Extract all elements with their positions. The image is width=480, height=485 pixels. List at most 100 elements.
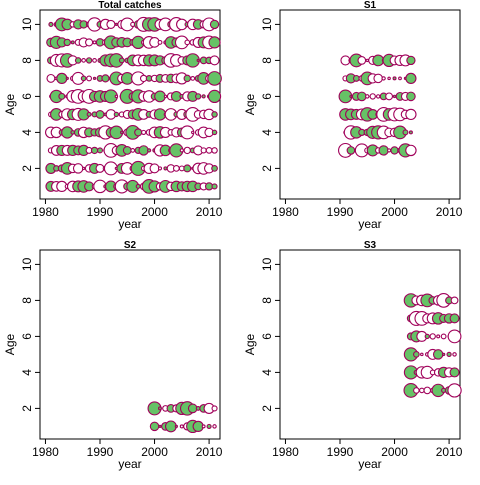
y-tick-label: 4 <box>20 129 34 136</box>
negative-residual-bubble <box>92 57 97 63</box>
chart-panel-2: S1 1980 1990 2000 2010 2 4 6 8 10 year Age <box>243 0 463 231</box>
negative-residual-bubble <box>429 333 436 340</box>
negative-residual-bubble <box>436 334 441 339</box>
negative-residual-bubble <box>201 424 206 429</box>
plot-frame <box>39 9 221 200</box>
positive-residual-bubble <box>201 94 206 99</box>
x-tick-label: 2010 <box>436 445 463 459</box>
negative-residual-bubble <box>212 424 217 429</box>
positive-residual-bubble <box>390 146 399 155</box>
x-tick-label: 2000 <box>381 205 408 219</box>
negative-residual-bubble <box>365 94 370 99</box>
x-tick-label: 1990 <box>87 205 114 219</box>
y-tick-label: 4 <box>20 369 34 376</box>
negative-residual-bubble <box>447 329 462 344</box>
negative-residual-bubble <box>387 148 392 153</box>
negative-residual-bubble <box>86 75 93 82</box>
positive-residual-bubble <box>63 38 71 47</box>
negative-residual-bubble <box>157 39 163 45</box>
y-tick-label: 2 <box>260 165 274 172</box>
positive-residual-bubble <box>413 351 420 358</box>
positive-residual-bubble <box>56 72 68 85</box>
positive-residual-bubble <box>346 146 356 155</box>
negative-residual-bubble <box>419 387 425 394</box>
x-tick-label: 1980 <box>32 205 59 219</box>
negative-residual-bubble <box>190 75 196 81</box>
x-tick-label: 2000 <box>381 445 408 459</box>
positive-residual-bubble <box>149 421 160 432</box>
positive-residual-bubble <box>58 92 66 100</box>
x-axis-label: year <box>358 457 381 471</box>
positive-residual-bubble <box>207 89 222 104</box>
positive-residual-bubble <box>118 57 125 64</box>
negative-residual-bubble <box>106 19 116 29</box>
y-tick-label: 10 <box>20 17 34 31</box>
positive-residual-bubble <box>174 424 178 429</box>
negative-residual-bubble <box>420 352 424 357</box>
positive-residual-bubble <box>449 367 460 378</box>
negative-residual-bubble <box>450 296 459 305</box>
x-axis-label: year <box>118 457 141 471</box>
y-axis-label: Age <box>243 334 257 356</box>
positive-residual-bubble <box>206 423 212 429</box>
positive-residual-bubble <box>114 22 118 27</box>
negative-residual-bubble <box>46 73 56 83</box>
positive-residual-bubble <box>92 76 97 81</box>
positive-residual-bubble <box>85 57 93 64</box>
positive-residual-bubble <box>134 128 143 137</box>
plot-frame <box>279 9 461 200</box>
negative-residual-bubble <box>381 76 386 81</box>
negative-residual-bubble <box>405 108 417 121</box>
positive-residual-bubble <box>207 71 222 86</box>
y-tick-label: 2 <box>20 405 34 412</box>
y-tick-label: 8 <box>20 297 34 304</box>
y-axis-label: Age <box>243 94 257 116</box>
positive-residual-bubble <box>187 403 198 414</box>
positive-residual-bubble <box>138 145 149 156</box>
negative-residual-bubble <box>72 163 84 174</box>
negative-residual-bubble <box>387 76 391 81</box>
negative-residual-bubble <box>191 130 195 135</box>
positive-residual-bubble <box>211 183 218 190</box>
y-axis-label: Age <box>3 94 17 116</box>
positive-residual-bubble <box>194 93 202 100</box>
positive-residual-bubble <box>441 352 446 357</box>
chart-title: S3 <box>364 240 377 251</box>
negative-residual-bubble <box>405 144 417 157</box>
y-tick-label: 2 <box>20 165 34 172</box>
positive-residual-bubble <box>208 36 221 49</box>
x-tick-label: 1980 <box>272 205 299 219</box>
x-tick-label: 1980 <box>272 445 299 459</box>
negative-residual-bubble <box>183 146 191 155</box>
x-tick-label: 1990 <box>327 205 354 219</box>
positive-residual-bubble <box>158 406 162 411</box>
negative-residual-bubble <box>85 38 94 47</box>
positive-residual-bubble <box>446 351 452 358</box>
positive-residual-bubble <box>211 129 218 136</box>
negative-residual-bubble <box>179 424 184 429</box>
negative-residual-bubble <box>114 94 119 99</box>
positive-residual-bubble <box>80 75 87 82</box>
positive-residual-bubble <box>74 57 82 64</box>
positive-residual-bubble <box>209 19 220 30</box>
negative-residual-bubble <box>184 39 191 46</box>
negative-residual-bubble <box>365 58 369 63</box>
x-tick-label: 2010 <box>436 205 463 219</box>
positive-residual-bubble <box>183 74 191 83</box>
positive-residual-bubble <box>48 21 54 27</box>
y-tick-label: 10 <box>260 17 274 31</box>
negative-residual-bubble <box>149 163 160 174</box>
y-tick-label: 2 <box>260 405 274 412</box>
positive-residual-bubble <box>406 91 416 102</box>
negative-residual-bubble <box>452 352 457 357</box>
positive-residual-bubble <box>352 74 360 82</box>
positive-residual-bubble <box>356 91 367 102</box>
x-axis-label: year <box>118 217 141 231</box>
x-tick-label: 2000 <box>141 205 168 219</box>
x-axis-label: year <box>358 217 381 231</box>
positive-residual-bubble <box>406 55 416 66</box>
negative-residual-bubble <box>141 129 147 135</box>
negative-residual-bubble <box>440 333 447 340</box>
negative-residual-bubble <box>211 405 218 412</box>
